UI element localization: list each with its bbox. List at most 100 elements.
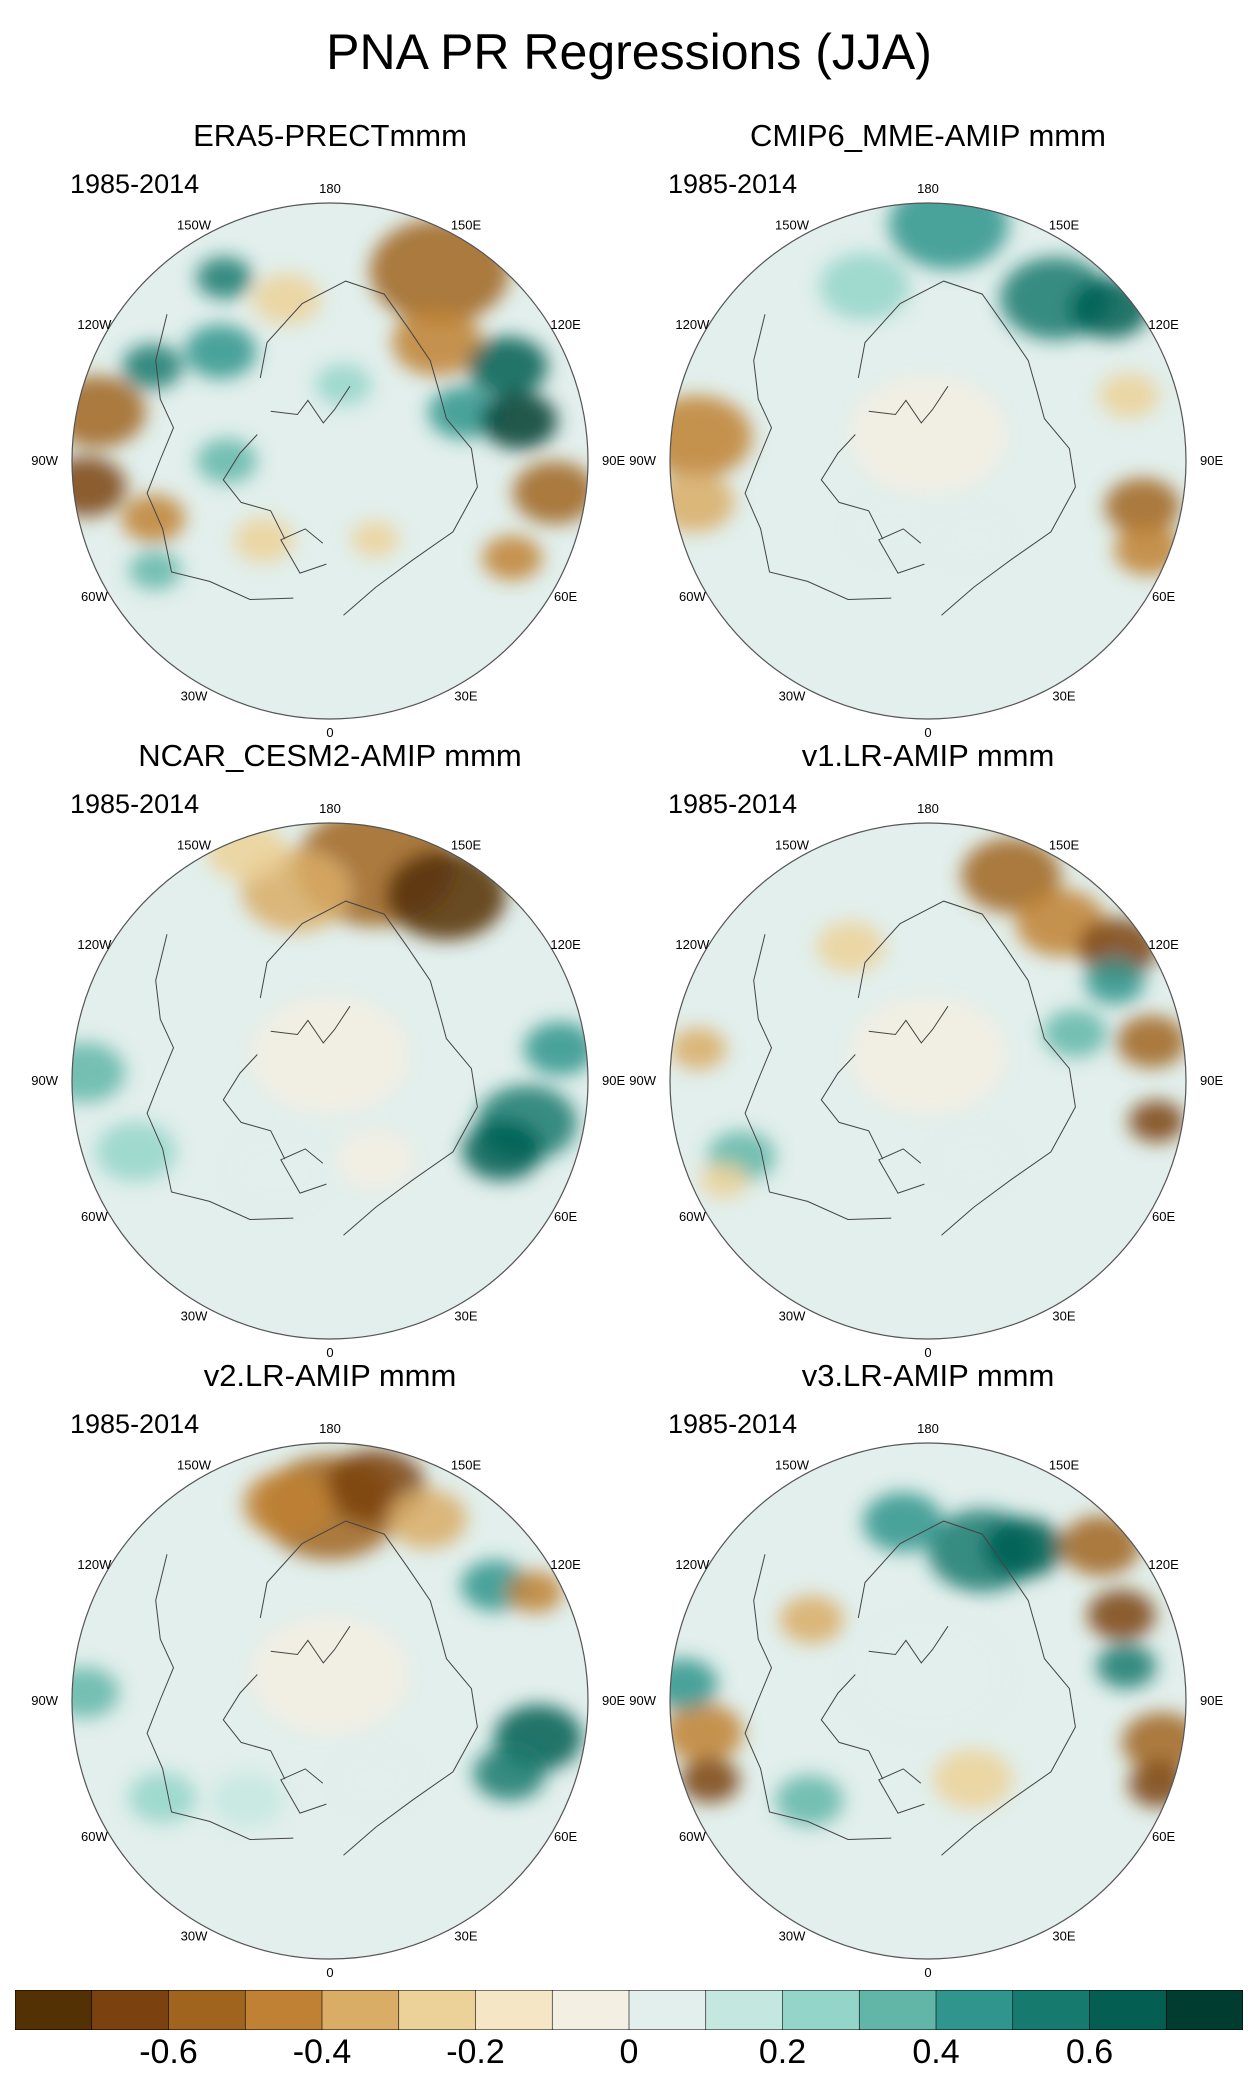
polar-map: 180 150E 120E 90E 60E 30E 0 30W 60W 90W 120W 150W (629, 1421, 1223, 1980)
anomaly-region (512, 461, 588, 525)
coastline (146, 934, 294, 1221)
coastline (146, 314, 294, 601)
anomaly-region (1087, 1589, 1156, 1641)
anomaly-region (250, 995, 410, 1116)
anomaly-region (1043, 1009, 1108, 1058)
coastline (744, 1554, 892, 1841)
longitude-label: 90E (602, 1073, 625, 1088)
anomaly-region (482, 535, 543, 581)
longitude-label: 60E (554, 589, 577, 604)
longitude-label: 90E (602, 453, 625, 468)
colorbar-tick-label: -0.4 (292, 2033, 352, 2071)
colorbar-swatch (1166, 1990, 1243, 2030)
anomaly-region (72, 375, 146, 448)
colorbar-swatch (15, 1990, 93, 2030)
coastline (820, 1054, 884, 1160)
longitude-label: 0 (924, 1965, 931, 1980)
colorbar-tick-label: -0.6 (139, 2033, 198, 2071)
longitude-label: 0 (326, 725, 333, 740)
colorbar-swatch (782, 1990, 860, 2030)
longitude-label: 90W (629, 1073, 656, 1088)
longitude-label: 30W (181, 1929, 208, 1944)
anomaly-region (72, 1042, 125, 1103)
longitude-label: 120W (675, 937, 710, 952)
colorbar-ticks: -0.6 -0.4 -0.2 0 0.2 0.4 0.6 (0, 2030, 1258, 2080)
coastline (868, 385, 949, 424)
anomaly-region (184, 324, 257, 379)
coastline (280, 1768, 327, 1814)
panel-period: 1985-2014 (70, 789, 200, 819)
longitude-label: 180 (917, 1421, 939, 1436)
anomaly-region (462, 1120, 543, 1181)
colorbar-swatch (245, 1990, 323, 2030)
longitude-label: 60W (679, 1829, 706, 1844)
panel-period: 1985-2014 (70, 1409, 200, 1439)
colorbar-swatch (91, 1990, 169, 2030)
longitude-label: 60E (1152, 589, 1175, 604)
anomaly-region (72, 456, 127, 517)
coastline (878, 1148, 925, 1194)
anomaly-region (670, 1702, 744, 1763)
anomaly-region (1096, 1643, 1157, 1689)
anomaly-region (315, 363, 372, 406)
colorbar-swatch (705, 1990, 783, 2030)
anomaly-region (233, 517, 294, 563)
anomaly-region (1128, 1762, 1186, 1808)
anomaly-region (1078, 917, 1159, 978)
map-field (72, 203, 588, 719)
anomaly-region (481, 392, 558, 450)
anomaly-region (888, 203, 1009, 270)
map-field (670, 203, 1186, 719)
colorbar-tick-label: -0.2 (446, 2033, 505, 2071)
colorbar-tick-label: 0 (619, 2033, 639, 2071)
map-panel-era5: ERA5-PRECTmmm 1985-2014 180 150E 120E 90E 60… (30, 116, 630, 740)
longitude-label: 30W (181, 689, 208, 704)
panel-title: v2.LR-AMIP mmm (203, 1358, 457, 1393)
coastline (259, 280, 478, 616)
longitude-label: 90E (1200, 1073, 1223, 1088)
anomaly-region (933, 1129, 1014, 1190)
longitude-label: 180 (319, 181, 341, 196)
longitude-label: 120W (77, 1557, 112, 1572)
anomaly-region (1060, 1515, 1141, 1576)
coastline (857, 280, 1076, 616)
longitude-label: 150W (775, 837, 810, 852)
colorbar-swatch (168, 1990, 246, 2030)
longitude-label: 150E (1049, 217, 1080, 232)
coastline (222, 434, 286, 540)
longitude-label: 150E (451, 837, 482, 852)
colorbar-swatch (552, 1990, 630, 2030)
anomaly-region (96, 1121, 176, 1182)
longitude-label: 30E (1052, 1309, 1075, 1324)
polar-map: 180 150E 120E 90E 60E 30E 0 30W 60W 90W 120W 150W (629, 181, 1223, 740)
longitude-label: 60E (554, 1209, 577, 1224)
anomaly-region (196, 438, 257, 484)
anomaly-region (507, 1571, 563, 1613)
longitude-label: 150W (177, 1457, 212, 1472)
longitude-label: 90W (629, 1693, 656, 1708)
anomaly-region (228, 1132, 329, 1208)
longitude-label: 60E (1152, 1829, 1175, 1844)
map-panel-v3: v3.LR-AMIP mmm 1985-2014 180 150E 120E 90E 6… (628, 1356, 1228, 1980)
colorbar-tick-label: 0.4 (912, 2033, 960, 2071)
longitude-label: 120W (675, 317, 710, 332)
colorbar-swatch (936, 1990, 1014, 2030)
anomaly-region (467, 336, 548, 397)
coastline (222, 1054, 286, 1160)
anomaly-region (1084, 959, 1145, 1005)
anomaly-region (250, 1615, 410, 1736)
longitude-label: 120E (550, 1557, 581, 1572)
polar-map: 180 150E 120E 90E 60E 30E 0 30W 60W 90W 120W 150W (31, 801, 625, 1360)
anomaly-region (862, 1492, 943, 1553)
coastline (857, 1520, 1076, 1856)
longitude-label: 150W (177, 217, 212, 232)
longitude-label: 30W (779, 689, 806, 704)
colorbar-swatch (1089, 1990, 1167, 2030)
longitude-label: 180 (917, 801, 939, 816)
longitude-label: 30W (779, 1309, 806, 1324)
longitude-label: 90W (31, 1073, 58, 1088)
anomaly-region (121, 494, 186, 543)
coastline (857, 900, 1076, 1236)
coastline (744, 314, 892, 601)
map-field (670, 1443, 1186, 1959)
